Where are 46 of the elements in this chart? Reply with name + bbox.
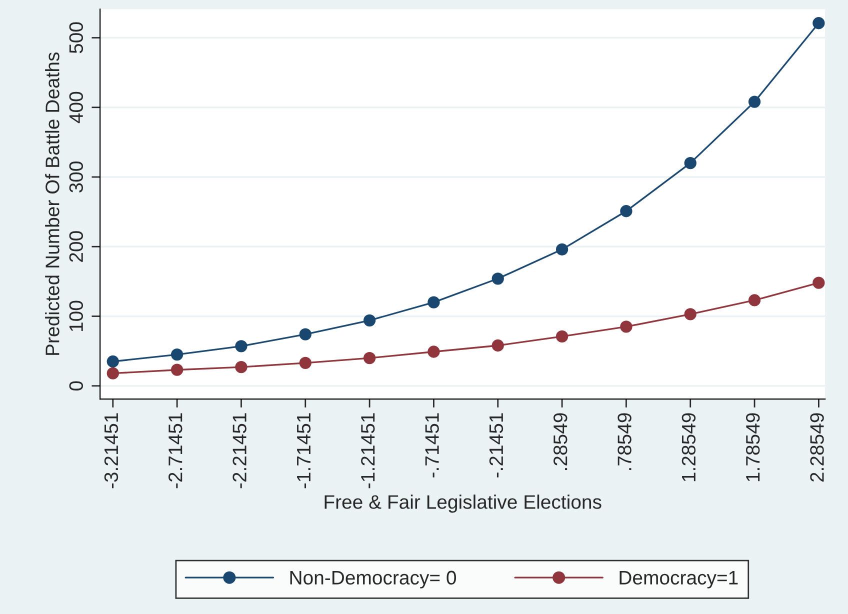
x-tick-label: -.71451 [425,413,439,478]
x-tick-label: 1.78549 [746,413,760,482]
x-tick-label: -2.21451 [232,413,246,488]
point [428,346,440,358]
y-tick-label: 0 [69,381,84,391]
x-tick-label: -1.71451 [297,413,311,488]
legend-label: Non-Democracy= 0 [290,570,456,588]
x-tick-label: .28549 [553,413,568,470]
point [170,348,184,361]
y-tick-label: 200 [69,231,84,262]
x-tick-label: -1.21451 [361,413,375,488]
y-tick-label: 400 [69,92,84,124]
point [620,320,632,333]
point [748,96,761,108]
point [684,157,696,170]
legend-label: Democracy=1 [620,571,738,588]
point [235,361,248,374]
point [556,330,568,343]
point [363,314,376,326]
x-tick-label: -.21451 [489,413,504,478]
point [299,356,312,369]
point [106,367,119,380]
x-tick-label: -2.71451 [168,413,182,488]
point [170,364,184,376]
y-axis-title: Predicted Number Of Battle Deaths [45,52,60,355]
y-tick-label: 300 [69,162,84,192]
x-tick-label: -3.21451 [104,413,118,488]
x-tick-label: 2.28549 [810,413,824,482]
point [235,340,248,352]
point [556,243,568,256]
y-tick-label: 500 [69,22,84,54]
x-tick-label: 1.28549 [682,413,696,482]
y-tick-label: 100 [69,300,84,331]
point [299,328,312,340]
point [492,272,504,285]
point [748,294,761,306]
point [684,308,696,320]
point [106,355,119,368]
point [620,205,632,218]
point [492,339,504,352]
point [363,352,376,364]
point [428,296,440,308]
x-axis-title: Free & Fair Legislative Elections [324,494,602,513]
point [812,17,825,30]
point [812,276,825,289]
x-tick-label: .78549 [618,413,632,470]
